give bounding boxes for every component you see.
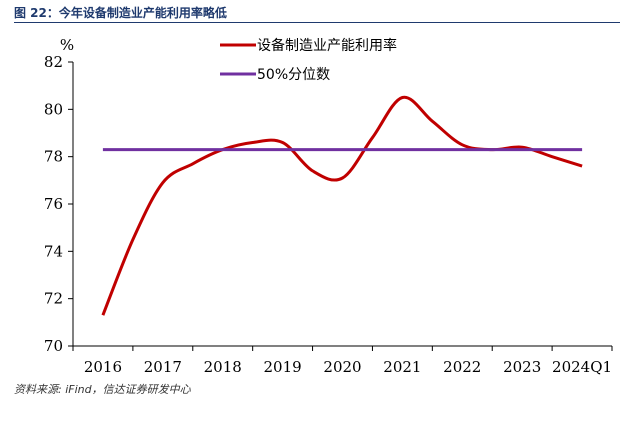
y-tick-label: 72 <box>44 290 63 308</box>
x-tick-label: 2021 <box>383 358 421 376</box>
x-tick-label: 2017 <box>144 358 182 376</box>
x-tick-label: 2016 <box>84 358 122 376</box>
y-tick-label: 70 <box>44 337 63 355</box>
x-tick-label: 2018 <box>204 358 242 376</box>
y-axis-unit: % <box>60 36 74 54</box>
line-chart: % 70 72 74 76 78 80 82 2016 2017 2018 2019 2020 2021 2… <box>44 36 613 376</box>
y-tick-label: 78 <box>44 148 63 166</box>
chart-legend: 设备制造业产能利用率 50%分位数 <box>220 37 397 83</box>
legend-label: 设备制造业产能利用率 <box>257 37 397 54</box>
y-tick-label: 82 <box>44 53 63 71</box>
x-tick-label: 2024Q1 <box>552 358 612 376</box>
legend-label: 50%分位数 <box>257 67 330 83</box>
chart-axes: % 70 72 74 76 78 80 82 2016 2017 2018 2019 2020 2021 2… <box>44 36 613 376</box>
title-rule <box>14 22 620 23</box>
chart-series <box>101 95 583 316</box>
figure-title: 图 22：今年设备制造业产能利用率略低 <box>14 6 227 20</box>
series-line-utilization <box>101 95 583 316</box>
source-note: 资料来源: iFind，信达证券研发中心 <box>14 383 191 396</box>
y-tick-label: 74 <box>44 242 63 260</box>
x-tick-label: 2020 <box>323 358 361 376</box>
x-tick-label: 2019 <box>264 358 302 376</box>
x-tick-label: 2023 <box>503 358 541 376</box>
x-tick-label: 2022 <box>443 358 481 376</box>
y-tick-label: 76 <box>44 195 63 213</box>
y-tick-label: 80 <box>44 100 63 118</box>
